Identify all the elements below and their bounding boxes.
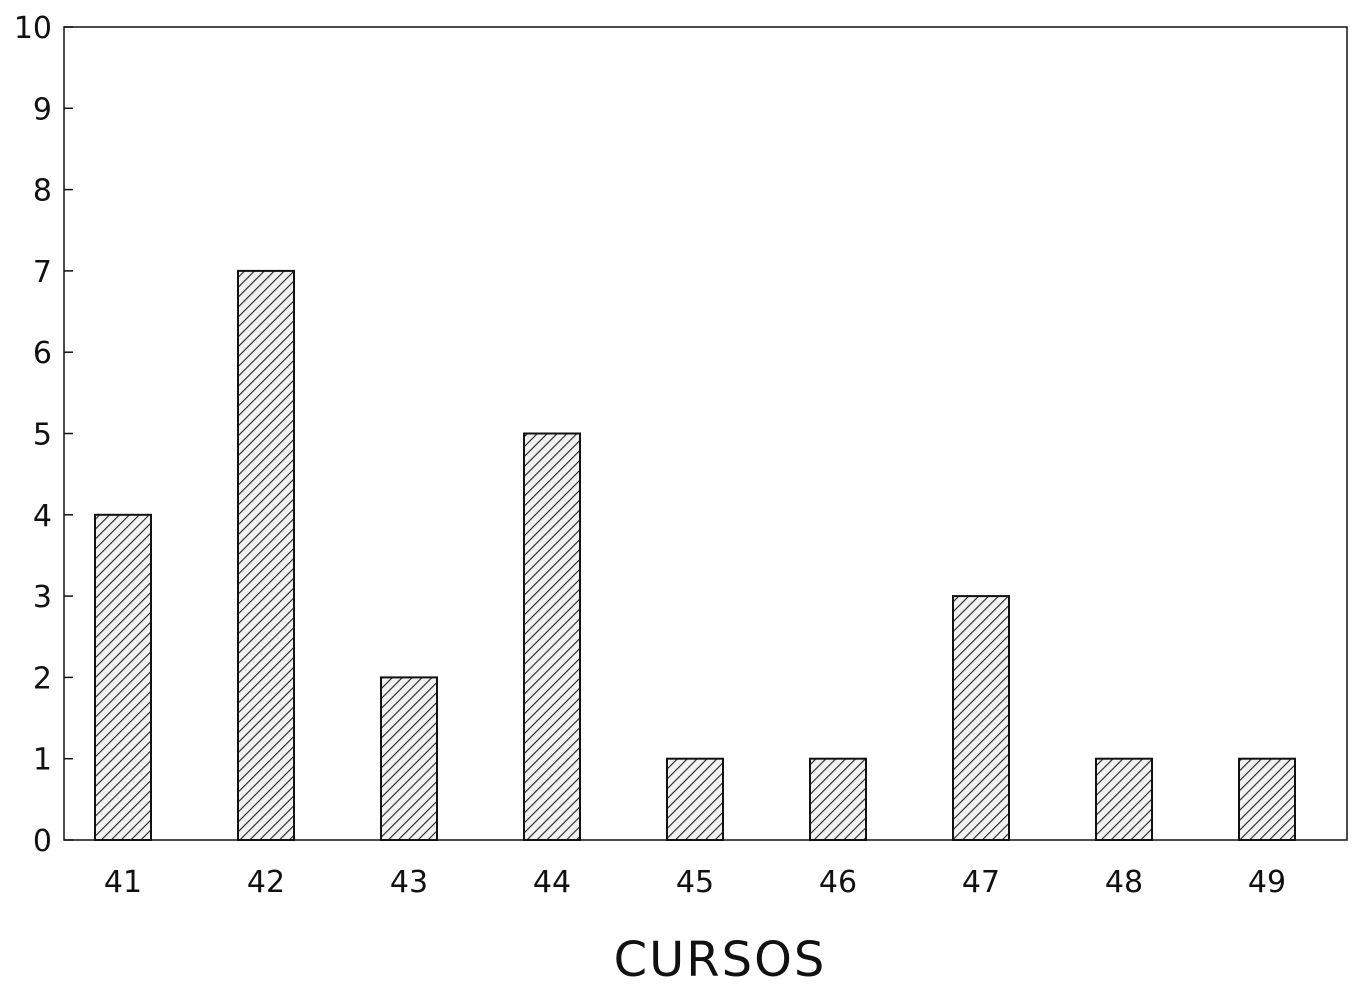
x-tick-label: 42 [247,865,285,900]
y-tick-label: 3 [33,580,52,615]
y-tick-label: 2 [33,661,52,696]
y-tick-label: 1 [33,743,52,778]
x-tick-label: 48 [1105,865,1143,900]
y-tick-label: 8 [33,174,52,209]
x-axis-label: CURSOS [614,932,827,984]
x-tick-label: 43 [390,865,428,900]
y-tick-label: 7 [33,255,52,290]
x-tick-label: 46 [819,865,857,900]
y-axis-ticks: 0 1 2 3 4 5 6 7 8 9 10 [14,11,73,859]
bar-42 [237,269,295,841]
y-tick-label: 4 [33,499,52,534]
y-tick-label: 10 [14,11,52,46]
bar-41 [94,513,152,841]
bars-group [94,269,1296,842]
x-tick-label: 49 [1248,865,1286,900]
y-tick-label: 5 [33,418,52,453]
y-tick-label: 0 [33,824,52,859]
bar-48 [1095,757,1153,842]
x-axis-ticks: 41 42 43 44 45 46 47 48 49 [104,865,1286,900]
x-tick-label: 47 [962,865,1000,900]
x-tick-label: 44 [533,865,571,900]
bar-43 [380,676,438,842]
bar-44 [523,432,581,841]
bar-46 [809,757,867,842]
x-tick-label: 45 [676,865,714,900]
bar-45 [666,757,724,842]
y-tick-label: 9 [33,92,52,127]
y-tick-label: 6 [33,336,52,371]
x-tick-label: 41 [104,865,142,900]
bar-49 [1238,757,1296,842]
bar-47 [952,595,1010,841]
